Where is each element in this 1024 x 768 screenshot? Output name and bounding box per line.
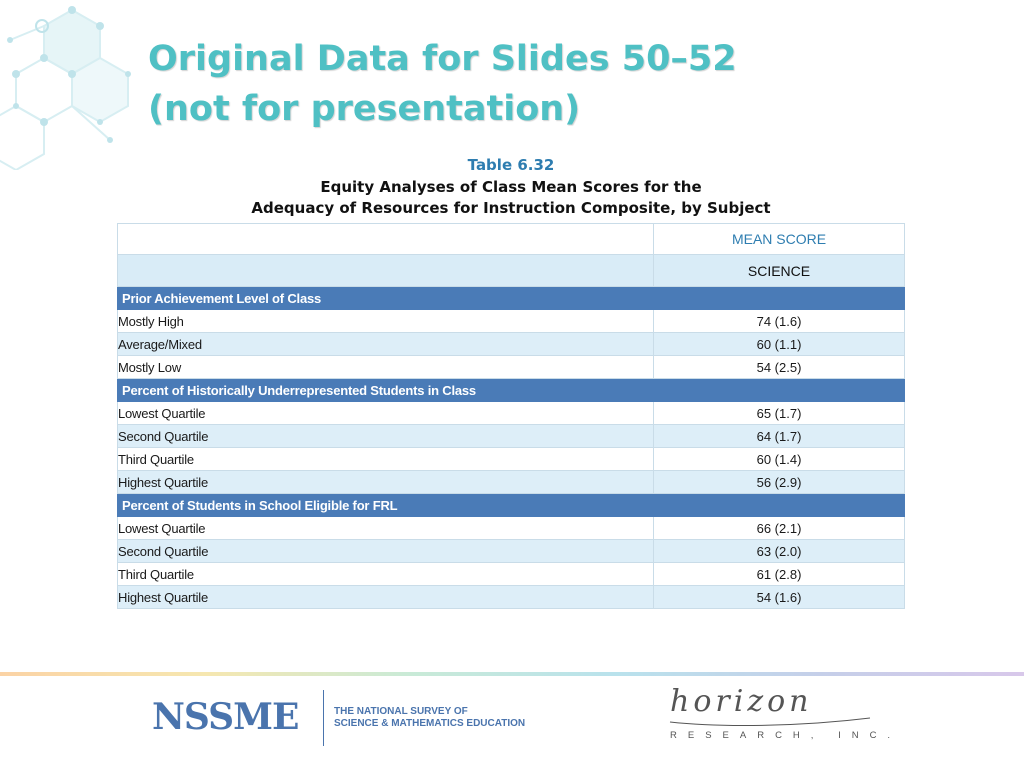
table-row: Second Quartile 64 (1.7) [117,424,905,448]
row-label: Average/Mixed [117,332,654,356]
table-caption-line2: Adequacy of Resources for Instruction Co… [251,199,771,217]
footer-gradient-band [0,672,1024,676]
row-value: 74 (1.6) [653,309,905,333]
table-row: Third Quartile 60 (1.4) [117,447,905,471]
table-row: Average/Mixed 60 (1.1) [117,332,905,356]
nssme-logo: NSSME [152,696,299,738]
table-number: Table 6.32 [467,156,555,174]
horizon-swoosh-icon [669,717,871,726]
row-value: 61 (2.8) [653,562,905,586]
horizon-logo: horizon [670,684,813,719]
table-header-row: MEAN SCORE [117,223,905,255]
table-row: Second Quartile 63 (2.0) [117,539,905,563]
equity-analysis-table: MEAN SCORE SCIENCE Prior Achievement Lev… [117,223,905,609]
horizon-subtitle: RESEARCH, INC. [670,730,902,741]
slide-title: Original Data for Slides 50–52 (not for … [148,34,737,134]
section-title: Percent of Students in School Eligible f… [117,493,654,517]
row-value: 63 (2.0) [653,539,905,563]
logo-divider [323,690,324,746]
row-value: 66 (2.1) [653,516,905,540]
row-value: 54 (1.6) [653,585,905,609]
row-label: Second Quartile [117,424,654,448]
row-label: Highest Quartile [117,470,654,494]
section-blank-cell [653,493,905,517]
row-label: Highest Quartile [117,585,654,609]
nssme-subtitle: THE NATIONAL SURVEY OF SCIENCE & MATHEMA… [334,706,525,730]
table-row: Lowest Quartile 66 (2.1) [117,516,905,540]
slide-title-line1: Original Data for Slides 50–52 [148,39,737,79]
table-row: Lowest Quartile 65 (1.7) [117,401,905,425]
row-label: Third Quartile [117,447,654,471]
row-value: 60 (1.4) [653,447,905,471]
table-row: Third Quartile 61 (2.8) [117,562,905,586]
row-label: Lowest Quartile [117,401,654,425]
table-caption-line1: Equity Analyses of Class Mean Scores for… [320,178,702,196]
row-label: Second Quartile [117,539,654,563]
header-empty-cell [117,223,654,255]
section-title: Prior Achievement Level of Class [117,286,654,310]
section-header-row: Percent of Historically Underrepresented… [117,378,905,402]
table-row: Mostly Low 54 (2.5) [117,355,905,379]
table-row: Mostly High 74 (1.6) [117,309,905,333]
row-value: 54 (2.5) [653,355,905,379]
row-label: Mostly High [117,309,654,333]
section-blank-cell [653,378,905,402]
subheader-empty-cell [117,254,654,287]
row-label: Mostly Low [117,355,654,379]
nssme-subtitle-line2: SCIENCE & MATHEMATICS EDUCATION [334,718,526,729]
row-value: 60 (1.1) [653,332,905,356]
section-header-row: Percent of Students in School Eligible f… [117,493,905,517]
section-header-row: Prior Achievement Level of Class [117,286,905,310]
section-title: Percent of Historically Underrepresented… [117,378,654,402]
row-value: 64 (1.7) [653,424,905,448]
mean-score-header: MEAN SCORE [653,223,905,255]
slide-title-line2: (not for presentation) [148,89,581,129]
row-value: 56 (2.9) [653,470,905,494]
science-column-header: SCIENCE [653,254,905,287]
table-subheader-row: SCIENCE [117,254,905,287]
section-blank-cell [653,286,905,310]
hexagon-network-decoration [0,6,131,170]
row-value: 65 (1.7) [653,401,905,425]
nssme-subtitle-line1: THE NATIONAL SURVEY OF [334,706,468,717]
row-label: Lowest Quartile [117,516,654,540]
table-row: Highest Quartile 56 (2.9) [117,470,905,494]
row-label: Third Quartile [117,562,654,586]
table-row: Highest Quartile 54 (1.6) [117,585,905,609]
